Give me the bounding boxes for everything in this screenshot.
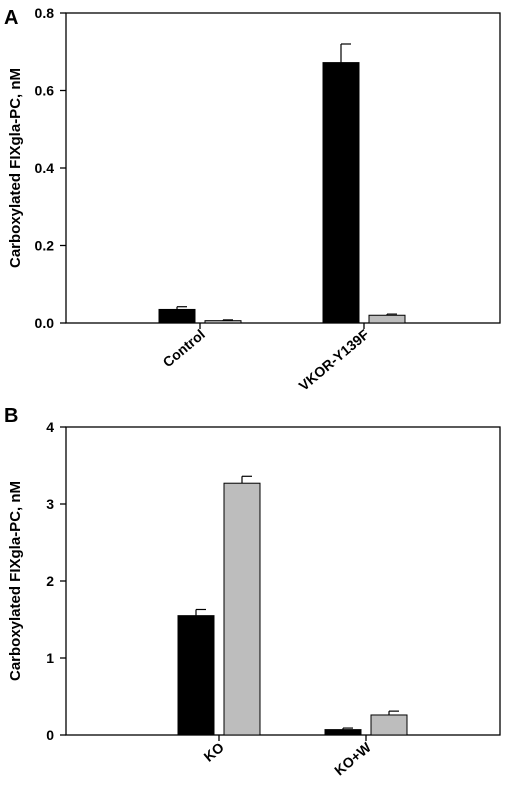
panel-letter: B: [4, 405, 18, 427]
bar: [368, 314, 406, 324]
plot-frame: [65, 426, 501, 736]
bar: [158, 308, 196, 324]
y-axis-label: Carboxylated FIXgla-PC, nM: [7, 68, 24, 268]
y-tick-label: 1: [46, 650, 54, 666]
y-tick-label: 0.4: [35, 160, 55, 176]
y-tick-label: 0.0: [35, 315, 55, 331]
chart-panel-b: B 0 1 2 3 4 Carboxylated FIXgla-PC, nM KO KO+W: [4, 405, 501, 779]
bar: [322, 62, 360, 324]
y-tick-label: 3: [46, 496, 54, 512]
bar: [223, 482, 261, 736]
y-tick-label: 0.2: [35, 238, 55, 254]
bar: [204, 320, 242, 324]
x-tick-label: Control: [160, 326, 208, 370]
bar: [324, 729, 362, 736]
bar: [370, 714, 408, 736]
y-axis-label: Carboxylated FIXgla-PC, nM: [7, 481, 24, 681]
x-tick-label: VKOR-Y139F: [295, 326, 372, 394]
chart-panel-a: A 0.0 0.2 0.4 0.6 0.8 Carboxylated FIXgla-PC, …: [4, 5, 501, 394]
y-tick-label: 4: [46, 419, 54, 435]
y-tick-label: 0.6: [35, 83, 55, 99]
y-tick-label: 0.8: [35, 5, 55, 21]
plot-frame: [65, 12, 501, 324]
x-tick-label: KO+W: [331, 739, 374, 779]
x-tick-label: KO: [201, 739, 227, 765]
panel-letter: A: [4, 7, 18, 29]
y-tick-label: 2: [46, 573, 54, 589]
bar: [177, 615, 215, 736]
y-tick-label: 0: [46, 727, 54, 743]
